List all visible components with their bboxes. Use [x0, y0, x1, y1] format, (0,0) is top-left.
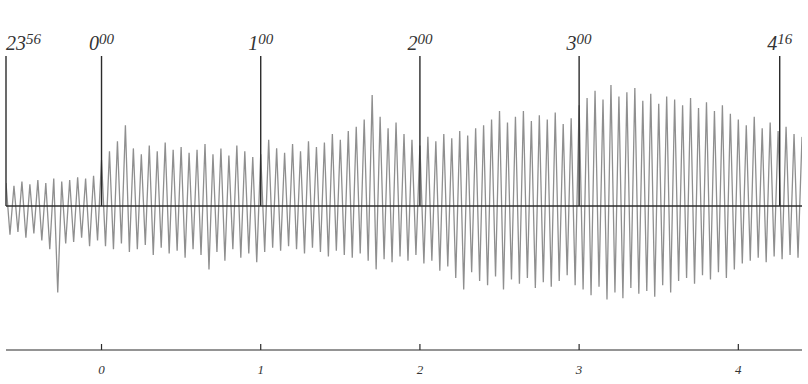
x-tick-label: 4: [735, 362, 742, 377]
trace: [6, 85, 802, 300]
time-label: 100: [248, 31, 274, 54]
time-marker: [419, 56, 420, 206]
time-marker: [260, 56, 261, 206]
time-label: 000: [89, 31, 115, 54]
time-label: 416: [767, 31, 793, 54]
x-tick: [738, 344, 739, 350]
x-tick-label: 3: [575, 362, 583, 377]
time-marker: [5, 56, 6, 206]
time-marker: [578, 56, 579, 206]
trace-group: [6, 85, 802, 300]
x-axis: [6, 349, 802, 350]
x-tick: [579, 344, 580, 350]
x-tick-label: 2: [417, 362, 424, 377]
baseline: [6, 205, 802, 207]
x-tick: [101, 344, 102, 350]
x-tick-label: 0: [98, 362, 105, 377]
chart: 2356 000 100 200 300 416 0 1 2 3 4: [0, 0, 808, 384]
time-marker: [101, 56, 102, 206]
x-tick: [419, 344, 420, 350]
time-label: 200: [407, 31, 433, 54]
x-tick: [260, 344, 261, 350]
time-marker: [779, 56, 780, 206]
x-tick-label: 1: [257, 362, 264, 377]
time-label: 300: [566, 31, 593, 54]
time-label: 2356: [6, 31, 42, 54]
